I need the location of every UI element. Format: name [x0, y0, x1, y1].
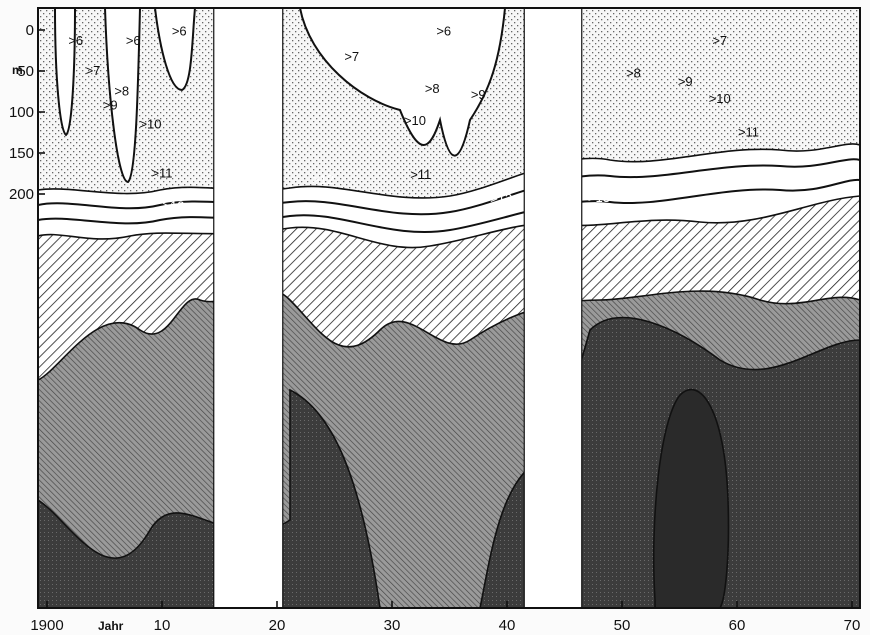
data-gap-2: [523, 7, 583, 609]
isotherm-label: >6: [126, 33, 141, 48]
isotherm-label: >7: [712, 33, 727, 48]
x-tick-label: 50: [614, 617, 631, 634]
tongue-6-a: [53, 8, 77, 137]
isotherm-label: >12: [783, 165, 805, 180]
y-tick-label: 100: [9, 104, 34, 121]
isotherm-label: >9: [103, 98, 118, 113]
isotherm-label: >8: [114, 84, 129, 99]
isotherm-label: >9: [471, 87, 486, 102]
tongue-6-b: [103, 8, 142, 184]
y-tick-label: 200: [9, 186, 34, 203]
isoline-8: [38, 158, 860, 216]
isotherm-labels: >6 >6>6>7>8>9>10>11>12>6>7>8 >9>10>11>12>1…: [68, 24, 805, 214]
x-tick-label: 20: [269, 617, 286, 634]
isotherm-label: >11: [410, 167, 431, 182]
isoline-9: [38, 178, 860, 234]
isotherm-label: >11: [738, 125, 759, 140]
y-tick-label: 50: [17, 63, 34, 80]
isotherm-label: >7: [86, 63, 101, 78]
isotherm-label: >13: [674, 172, 696, 187]
isotherm-label: >9: [678, 74, 693, 89]
x-tick-label: 1900: [30, 617, 63, 634]
x-tick-label: 40: [499, 617, 516, 634]
band-13-core: [652, 388, 730, 608]
isotherm-label: >13: [588, 190, 610, 205]
data-gaps: [213, 7, 583, 609]
isotherm-label: >11: [151, 166, 172, 181]
isotherm-label: >12: [490, 191, 512, 206]
temperature-bands: [38, 8, 860, 608]
y-axis: 0 50 100 150 200: [9, 22, 45, 203]
isotherm-label: >10: [404, 113, 426, 128]
plot-frame: [37, 7, 861, 609]
isotherm-label: >12: [312, 172, 334, 187]
isotherm-label: >6: [68, 33, 83, 48]
x-axis-title: Jahr: [98, 619, 124, 633]
isotherm-label: >12: [162, 198, 184, 213]
y-tick-label: 0: [26, 22, 34, 39]
y-tick-label: 150: [9, 145, 34, 162]
isotherm-label: >6: [172, 24, 187, 39]
isotherm-label: >10: [139, 116, 161, 131]
tongue-6-d: [298, 8, 507, 157]
isotherm-label: >6: [436, 24, 451, 39]
isotherm-label: >10: [709, 91, 731, 106]
isotherm-label: >8: [626, 66, 641, 81]
data-gap-1: [213, 7, 284, 609]
x-tick-label: 70: [844, 617, 861, 634]
isotherm-lines: [38, 158, 860, 234]
x-axis: 1900 10 20 30 40 50 60 70: [30, 601, 860, 634]
isotherm-label: >7: [344, 49, 359, 64]
x-tick-label: 60: [729, 617, 746, 634]
y-axis-unit-label: m: [12, 63, 23, 77]
tongue-6-c: [153, 8, 197, 92]
x-tick-label: 30: [384, 617, 401, 634]
isotherm-label: >8: [425, 81, 440, 96]
x-tick-label: 10: [154, 617, 171, 634]
